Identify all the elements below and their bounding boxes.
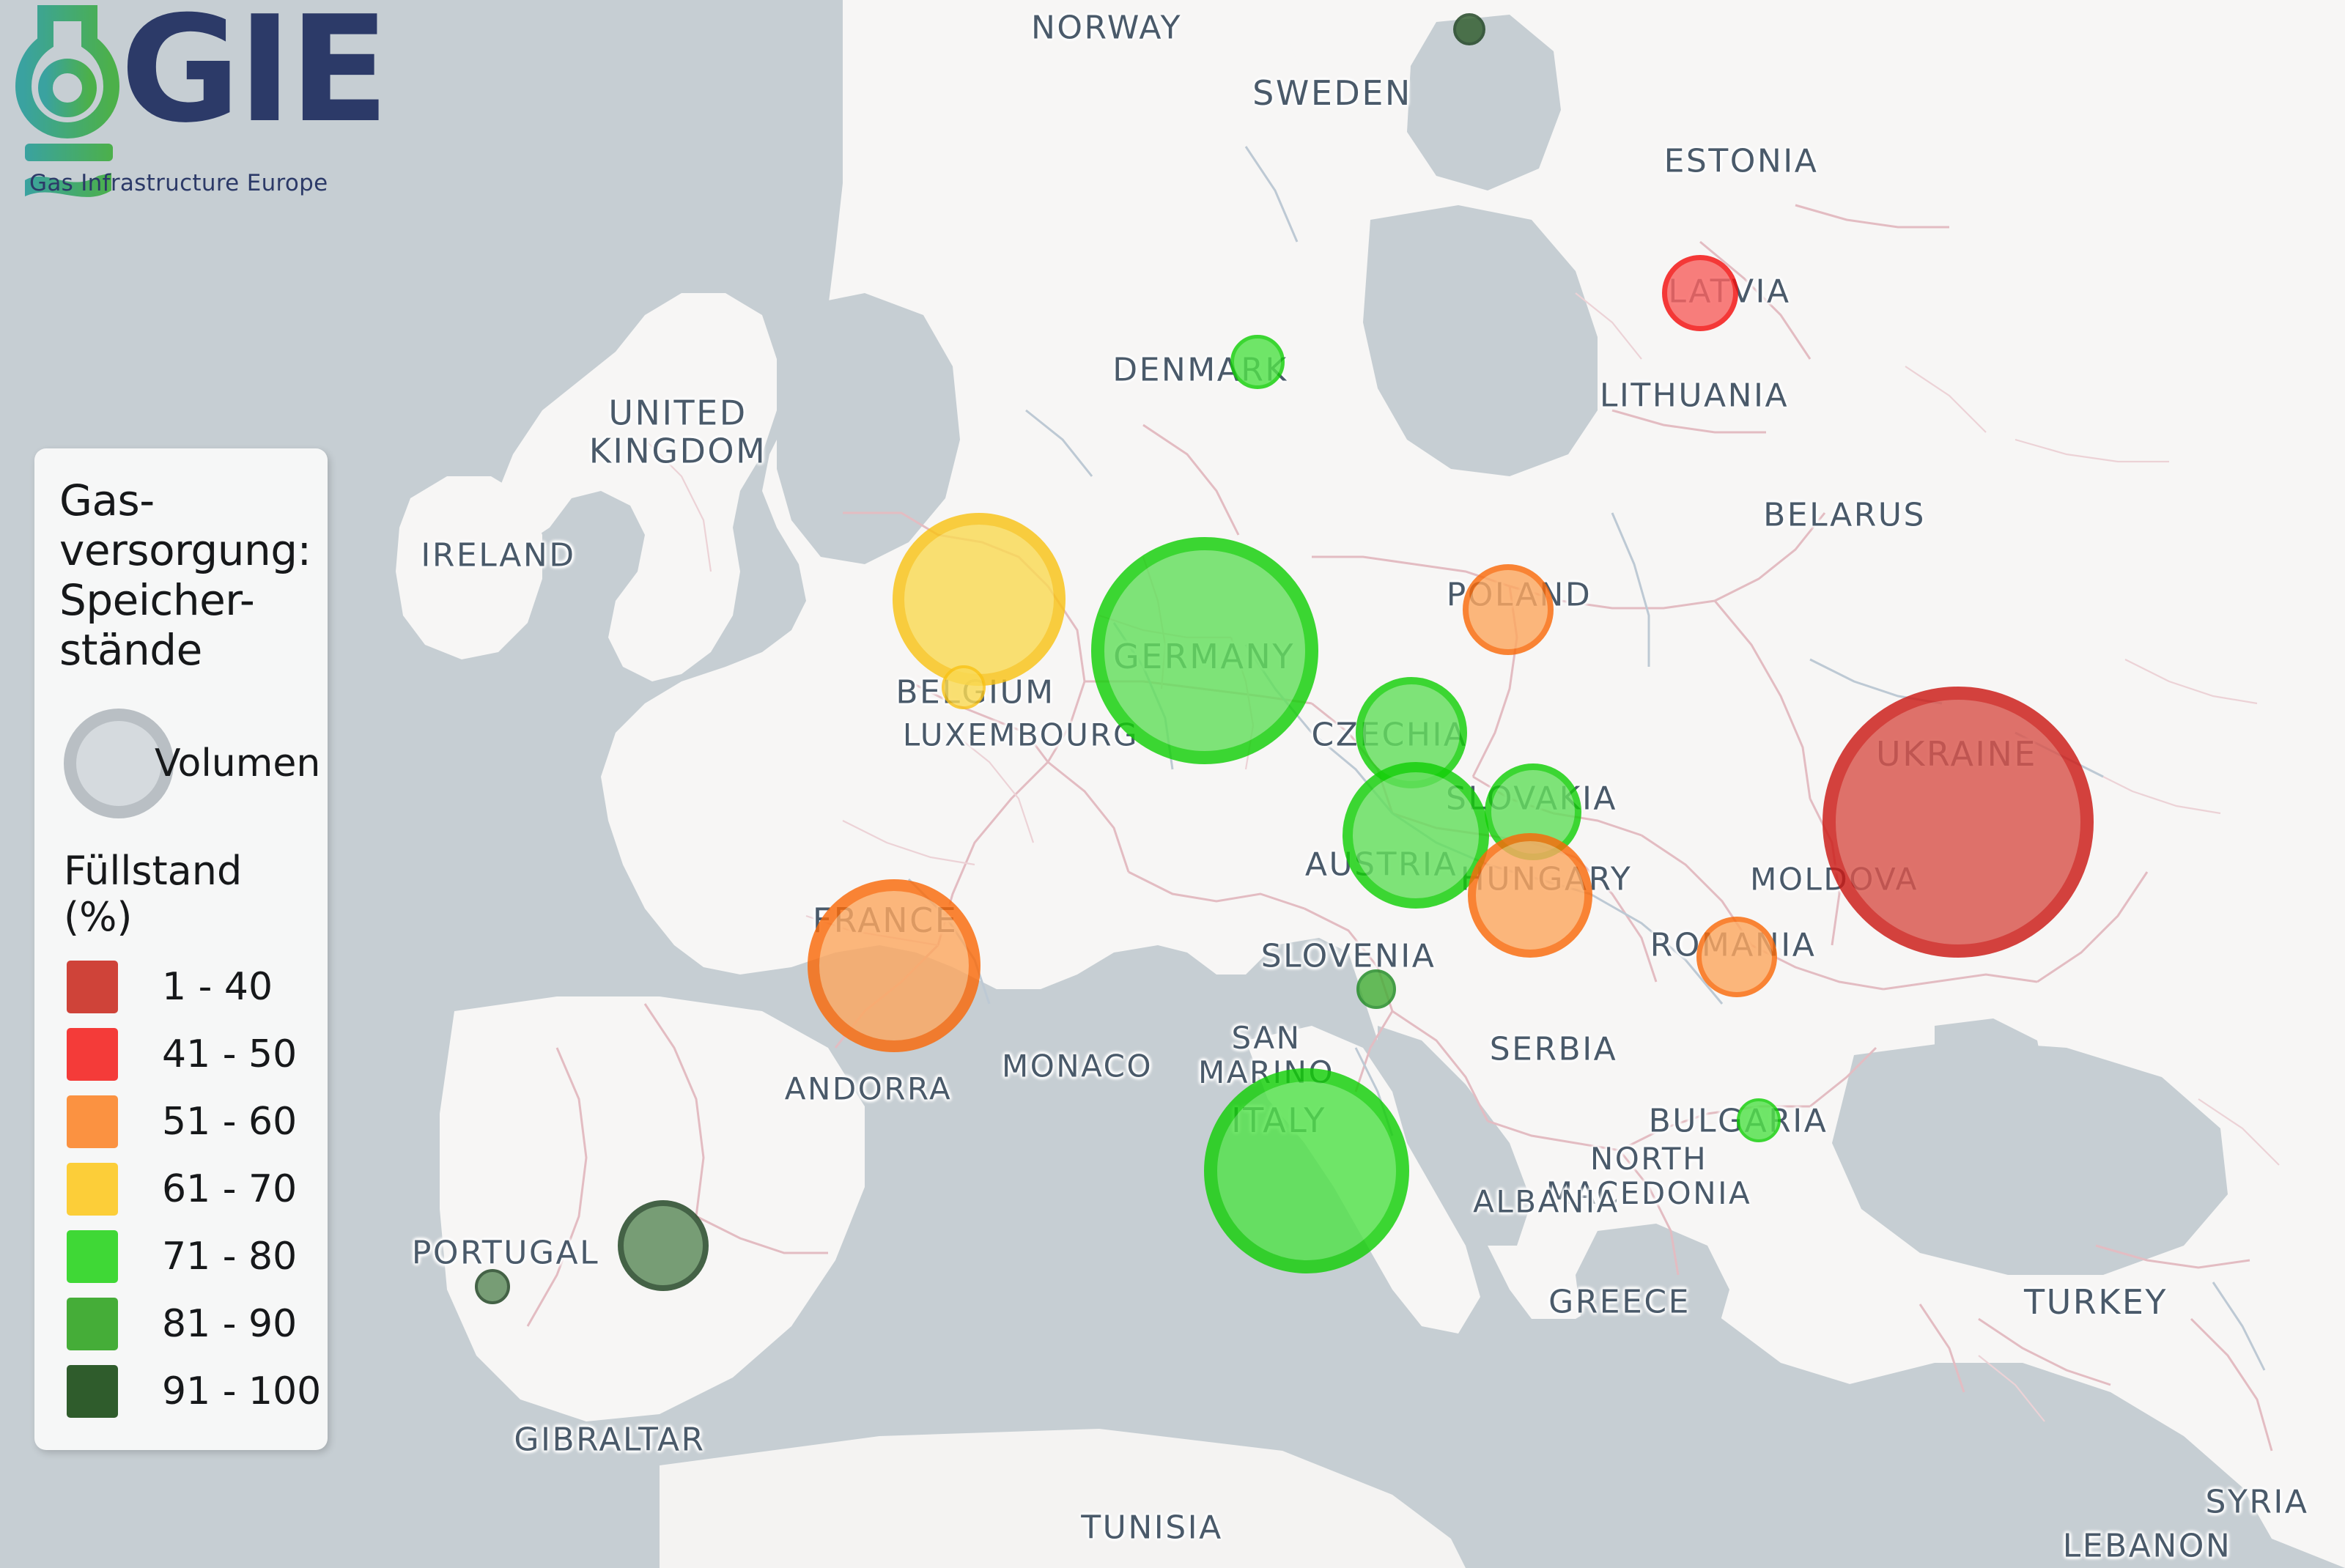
scale-swatch	[67, 1365, 118, 1419]
scale-row[interactable]: 71 - 80	[59, 1223, 303, 1290]
storage-bubble[interactable]	[1662, 255, 1738, 331]
gie-flask-icon	[15, 5, 120, 197]
scale-swatch	[67, 1095, 118, 1149]
storage-bubble[interactable]	[618, 1200, 709, 1291]
scale-swatch	[67, 1230, 118, 1284]
legend-title-line-2: versorgung:	[59, 525, 311, 575]
storage-bubble[interactable]	[1823, 687, 2094, 958]
gie-wordmark: GIE	[120, 0, 386, 155]
legend-title-line-4: stände	[59, 624, 202, 675]
legend-title-line-3: Speicher-	[59, 574, 255, 625]
storage-bubble[interactable]	[1356, 969, 1396, 1009]
storage-bubble[interactable]	[1230, 335, 1285, 389]
storage-bubble[interactable]	[1737, 1098, 1781, 1142]
scale-row[interactable]: 61 - 70	[59, 1155, 303, 1223]
scale-swatch	[67, 961, 118, 1014]
storage-bubble[interactable]	[1091, 537, 1318, 764]
volume-legend-row: Volumen	[59, 709, 320, 819]
gie-logo[interactable]: GIE Gas Infrastructure Europe	[9, 0, 390, 212]
volume-legend-label: Volumen	[155, 742, 321, 786]
storage-bubble[interactable]	[1453, 13, 1485, 45]
scale-swatch	[67, 1298, 118, 1351]
scale-label: 91 - 100	[162, 1369, 322, 1414]
storage-bubble[interactable]	[1204, 1068, 1409, 1273]
storage-bubble[interactable]	[808, 879, 981, 1052]
gie-logo-subtitle: Gas Infrastructure Europe	[29, 170, 328, 196]
fill-level-scale-list[interactable]: 1 - 40 41 - 50 51 - 60 61 - 70 71 - 80 81 - 9…	[59, 953, 321, 1425]
gie-logo-svg: GIE	[15, 0, 389, 197]
scale-row[interactable]: 91 - 100	[59, 1358, 321, 1425]
scale-row[interactable]: 81 - 90	[59, 1290, 303, 1358]
scale-label: 41 - 50	[162, 1032, 298, 1077]
scale-label: 71 - 80	[162, 1235, 298, 1279]
scale-label: 81 - 90	[162, 1302, 298, 1347]
storage-bubble[interactable]	[475, 1269, 510, 1304]
scale-row[interactable]: 51 - 60	[59, 1088, 303, 1155]
scale-row[interactable]: 41 - 50	[59, 1021, 303, 1088]
scale-label: 51 - 60	[162, 1100, 298, 1144]
scale-row[interactable]: 1 - 40	[59, 953, 303, 1021]
storage-bubble[interactable]	[1696, 917, 1777, 997]
scale-label: 1 - 40	[162, 965, 273, 1010]
scale-swatch	[67, 1163, 118, 1216]
legend-panel[interactable]: Gas- versorgung: Speicher- stände Volume…	[34, 448, 328, 1451]
storage-bubble[interactable]	[1468, 833, 1592, 958]
legend-title: Gas- versorgung: Speicher- stände	[59, 476, 311, 675]
storage-bubble[interactable]	[1343, 762, 1489, 909]
fill-level-scale-title: Füllstand (%)	[64, 848, 243, 941]
scale-swatch	[67, 1028, 118, 1081]
legend-title-line-1: Gas-	[59, 476, 155, 525]
storage-bubble[interactable]	[942, 665, 986, 709]
storage-bubble[interactable]	[1463, 564, 1554, 655]
storage-bubble[interactable]	[893, 513, 1066, 686]
scale-label: 61 - 70	[162, 1167, 298, 1212]
